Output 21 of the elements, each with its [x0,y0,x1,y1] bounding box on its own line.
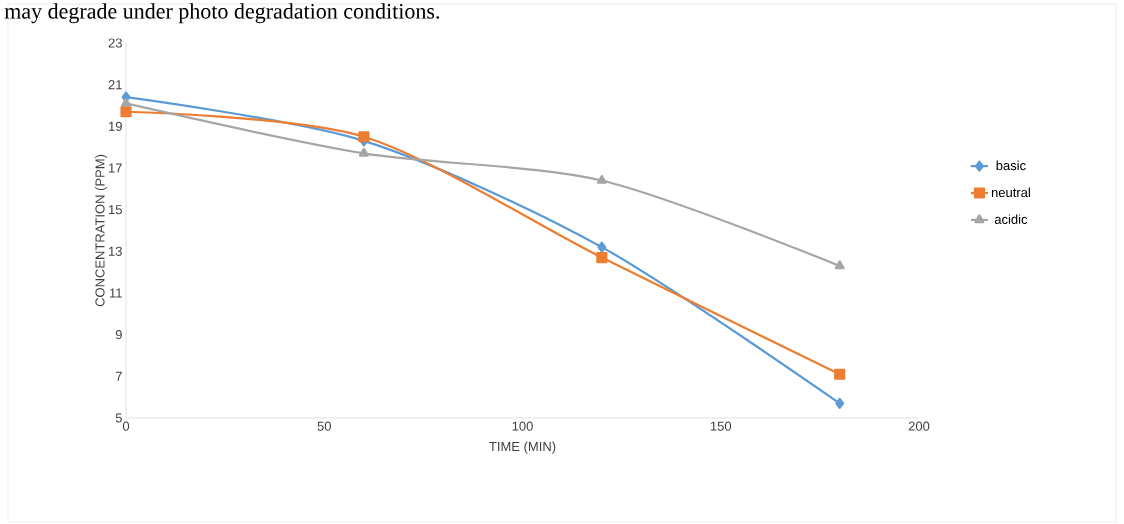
y-tick-label: 17 [109,163,122,173]
legend-label: neutral [991,187,1030,198]
y-tick-label: 15 [109,205,122,215]
x-axis-title: TIME (MIN) [489,441,556,454]
y-tick-label: 21 [108,80,122,90]
text: may degrade under photo degradation conditions. [4,3,440,24]
legend-label: basic [996,160,1026,171]
x-tick-label: 150 [710,421,732,431]
y-tick-label: 9 [115,330,122,340]
y-tick-label: 19 [109,121,122,131]
x-tick-label: 200 [908,421,930,431]
y-tick-label: 7 [115,371,122,381]
x-tick-label: 100 [512,421,533,431]
y-tick-label: 5 [115,413,122,423]
x-tick-label: 50 [317,421,331,431]
y-tick-label: 23 [108,38,122,48]
x-tick-label: 0 [122,421,130,431]
y-tick-label: 11 [109,288,122,298]
legend-label: acidic [994,214,1028,224]
y-tick-label: 13 [109,246,122,256]
y-axis-title: CONCENTRATION (PPM) [95,154,108,307]
